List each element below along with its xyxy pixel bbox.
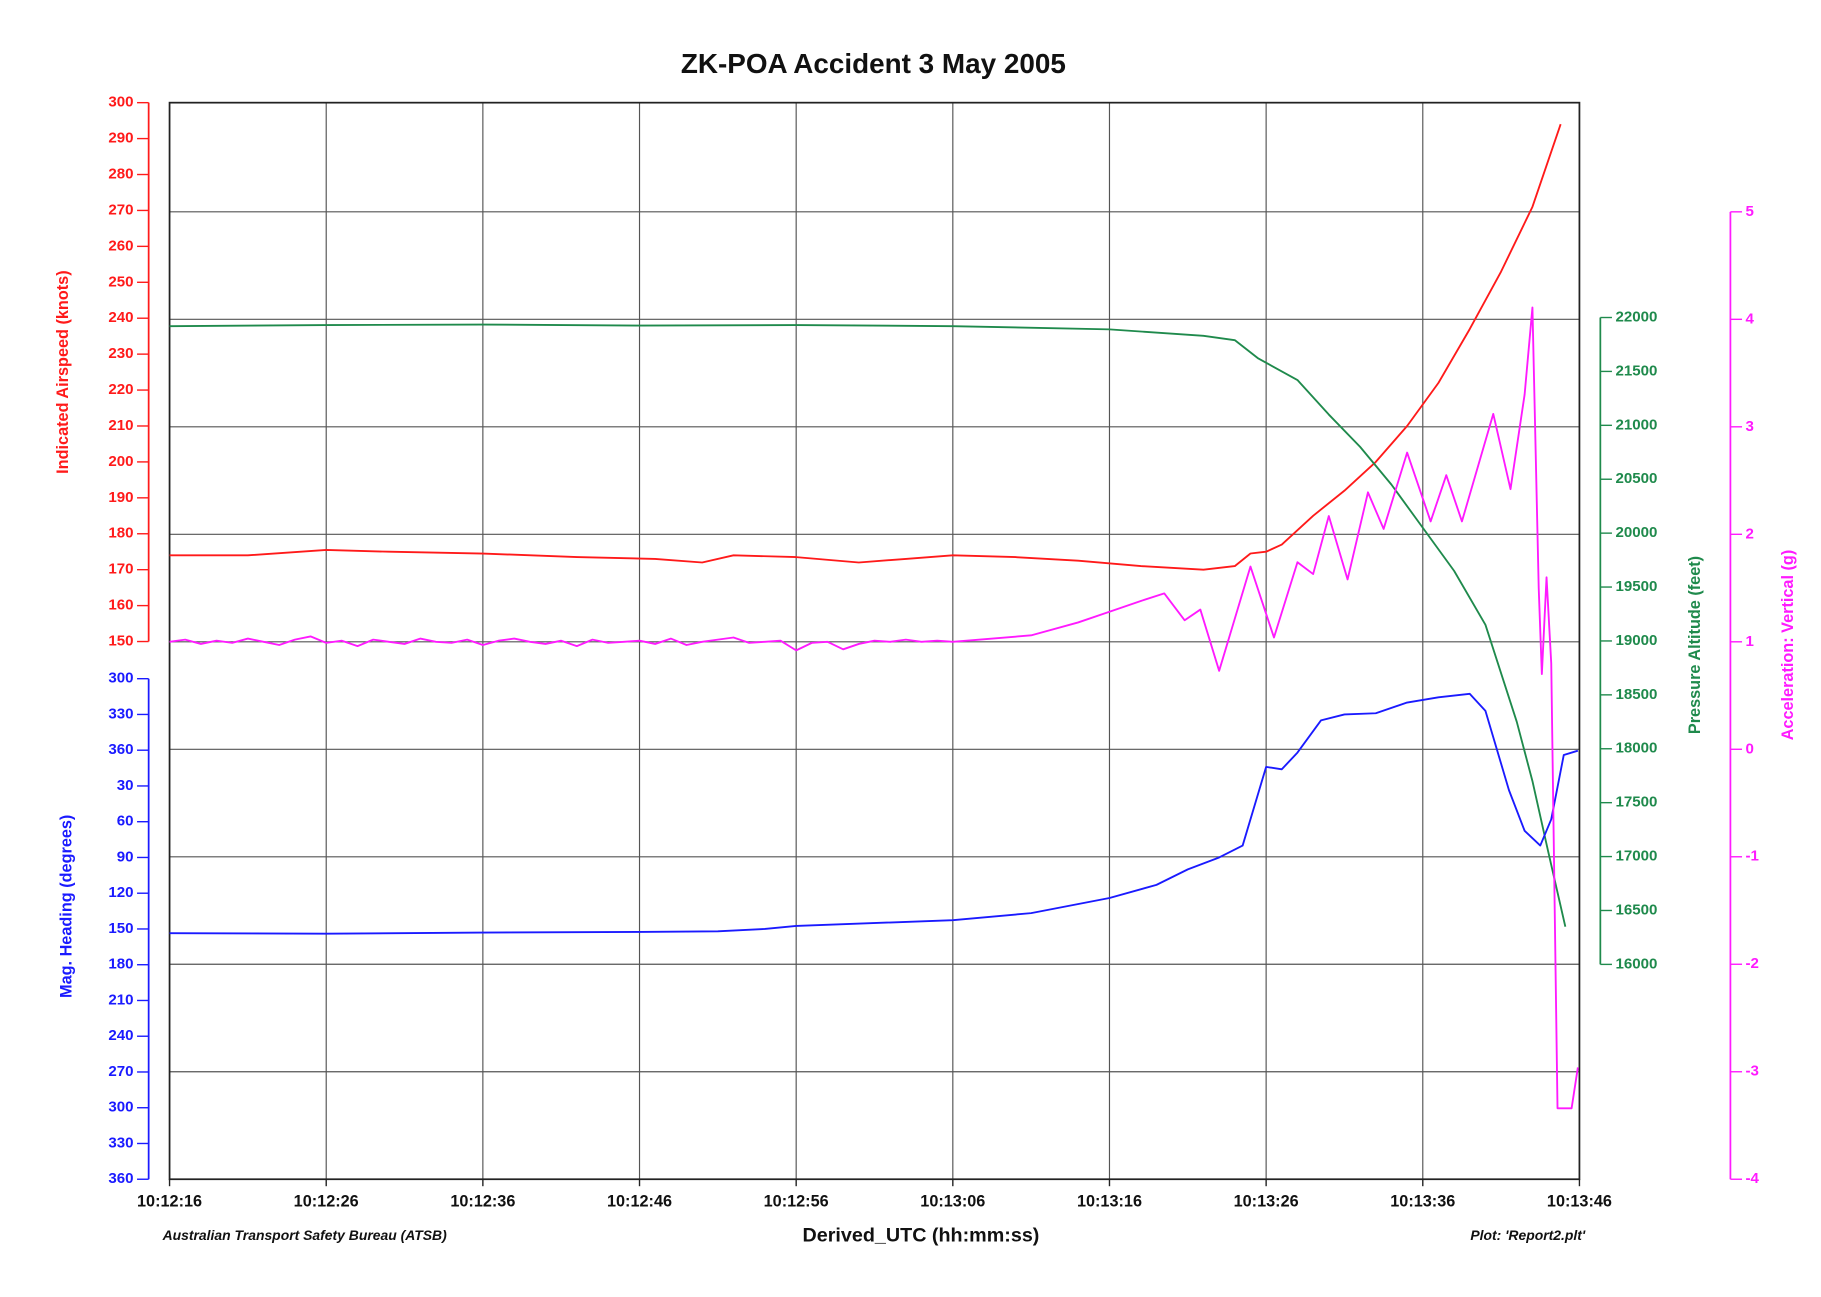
x-tick-label: 10:13:26 <box>1234 1193 1299 1211</box>
x-tick-label: 10:13:06 <box>920 1193 985 1211</box>
y-tick-label: -2 <box>1746 955 1759 972</box>
y-tick-label: 300 <box>108 670 133 687</box>
y-tick-label: 22000 <box>1615 308 1657 325</box>
y-tick-label: 21500 <box>1615 362 1657 379</box>
y-tick-label: 18500 <box>1615 686 1657 703</box>
y-tick-label: 210 <box>108 991 133 1008</box>
plot-note: Plot: 'Report2.plt' <box>1470 1227 1586 1243</box>
y-tick-label: 150 <box>108 920 133 937</box>
x-tick-label: 10:12:46 <box>607 1193 672 1211</box>
y-tick-label: 17500 <box>1615 794 1657 811</box>
y-tick-label: 30 <box>117 777 134 794</box>
y-tick-label: 19000 <box>1615 632 1657 649</box>
y-tick-label: -3 <box>1746 1063 1759 1080</box>
x-tick-label: 10:12:26 <box>294 1193 359 1211</box>
y-tick-label: 90 <box>117 848 134 865</box>
y-tick-label: 16500 <box>1615 901 1657 918</box>
x-axis-label: Derived_UTC (hh:mm:ss) <box>803 1224 1040 1246</box>
y-tick-label: 16000 <box>1615 955 1657 972</box>
y-tick-label: 21000 <box>1615 416 1657 433</box>
y-tick-label: 180 <box>108 956 133 973</box>
y-axis-label: Indicated Airspeed (knots) <box>54 270 72 473</box>
x-tick-label: 10:12:56 <box>764 1193 829 1211</box>
series-line <box>169 123 1562 571</box>
y-tick-label: 260 <box>108 237 133 254</box>
y-tick-label: 2 <box>1746 525 1754 542</box>
y-axis-label: Pressure Altitude (feet) <box>1686 556 1704 734</box>
y-axis-label: Acceleration: Vertical (g) <box>1779 550 1797 741</box>
y-tick-label: 18000 <box>1615 740 1657 757</box>
series-line <box>169 323 1567 927</box>
x-tick-label: 10:13:36 <box>1390 1193 1455 1211</box>
y-tick-label: 0 <box>1746 740 1754 757</box>
x-tick-label: 10:12:16 <box>137 1193 202 1211</box>
series-line <box>169 306 1579 1110</box>
y-tick-label: 330 <box>108 705 133 722</box>
source-note: Australian Transport Safety Bureau (ATSB… <box>162 1227 448 1243</box>
y-tick-label: 180 <box>108 525 133 542</box>
y-axis-label: Mag. Heading (degrees) <box>58 815 76 998</box>
y-tick-label: 270 <box>108 201 133 218</box>
y-tick-label: -4 <box>1746 1170 1760 1187</box>
y-tick-label: 3 <box>1746 418 1754 435</box>
y-tick-label: 150 <box>108 633 133 650</box>
y-tick-label: 290 <box>108 130 133 147</box>
y-tick-label: 4 <box>1746 310 1755 327</box>
series-line <box>169 692 1579 935</box>
y-tick-label: 160 <box>108 597 133 614</box>
y-tick-label: 300 <box>108 94 133 111</box>
y-tick-label: 230 <box>108 345 133 362</box>
y-tick-label: 210 <box>108 417 133 434</box>
y-tick-label: 330 <box>108 1134 133 1151</box>
y-tick-label: -1 <box>1746 848 1759 865</box>
y-tick-label: 270 <box>108 1063 133 1080</box>
y-tick-label: 360 <box>108 741 133 758</box>
x-tick-label: 10:13:46 <box>1547 1193 1612 1211</box>
y-tick-label: 120 <box>108 884 133 901</box>
y-tick-label: 190 <box>108 489 133 506</box>
chart-title: ZK-POA Accident 3 May 2005 <box>681 48 1066 79</box>
y-tick-label: 1 <box>1746 633 1754 650</box>
y-tick-label: 60 <box>117 813 134 830</box>
y-tick-label: 280 <box>108 165 133 182</box>
y-tick-label: 20000 <box>1615 524 1657 541</box>
y-tick-label: 5 <box>1746 203 1754 220</box>
y-tick-label: 170 <box>108 561 133 578</box>
y-tick-label: 20500 <box>1615 470 1657 487</box>
x-tick-label: 10:12:36 <box>450 1193 515 1211</box>
y-tick-label: 17000 <box>1615 848 1657 865</box>
y-tick-label: 220 <box>108 381 133 398</box>
y-tick-label: 250 <box>108 273 133 290</box>
y-tick-label: 19500 <box>1615 578 1657 595</box>
y-tick-label: 300 <box>108 1099 133 1116</box>
y-tick-label: 360 <box>108 1170 133 1187</box>
y-tick-label: 200 <box>108 453 133 470</box>
x-tick-label: 10:13:16 <box>1077 1193 1142 1211</box>
y-tick-label: 240 <box>108 309 133 326</box>
y-tick-label: 240 <box>108 1027 133 1044</box>
